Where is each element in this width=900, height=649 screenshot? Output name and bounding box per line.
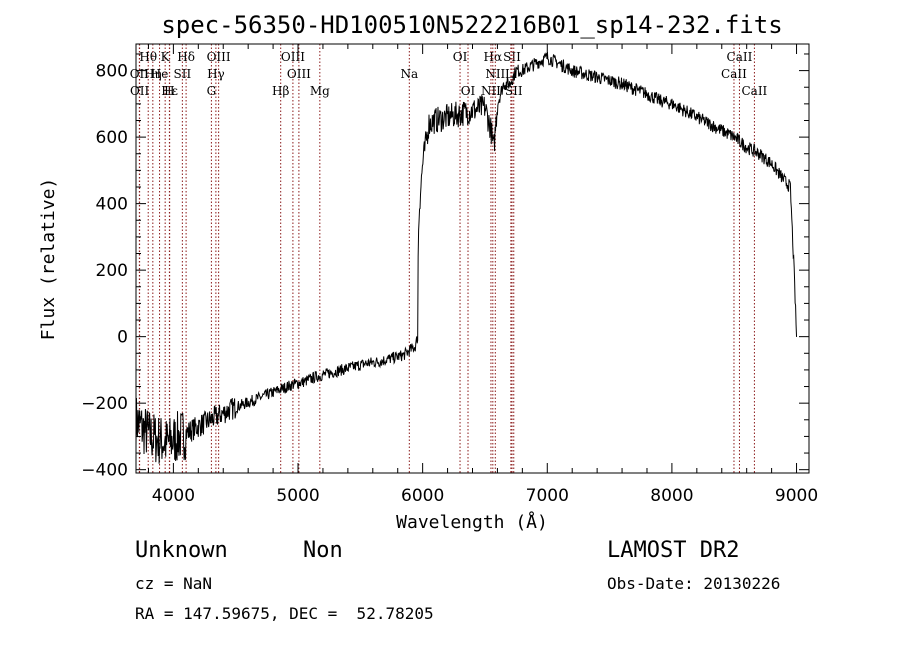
object-type: Unknown — [135, 538, 228, 563]
x-axis: 4000 5000 6000 7000 8000 9000 — [147, 44, 818, 506]
y-tick-label: 0 — [117, 328, 128, 348]
x-tick-label: 9000 — [775, 486, 818, 506]
survey-name: LAMOST DR2 — [607, 538, 740, 563]
y-axis: −400 −200 0 200 400 600 800 — [81, 53, 809, 481]
spectral-line-label: G — [207, 84, 217, 98]
spectral-line-label: OII — [130, 84, 150, 98]
spectral-line-label: K — [161, 50, 171, 64]
spectral-line-label: CaII — [721, 67, 747, 81]
spectral-line-label: Li — [505, 67, 517, 81]
spectral-line-label: H — [164, 84, 174, 98]
y-tick-label: −200 — [81, 394, 128, 414]
x-axis-label: Wavelength (Å) — [396, 511, 548, 533]
y-tick-label: 600 — [96, 128, 128, 148]
y-axis-label: Flux (relative) — [38, 178, 59, 341]
coordinates: RA = 147.59675, DEC = 52.78205 — [135, 604, 434, 623]
spectral-line-label: Mg — [310, 84, 330, 98]
spectral-line-label: OIII — [207, 50, 231, 64]
redshift-cz: cz = NaN — [135, 574, 213, 593]
spectral-line-label: SII — [174, 67, 192, 81]
y-tick-label: −400 — [81, 461, 128, 481]
subclass: Non — [303, 538, 343, 563]
spectral-line-label: He — [151, 67, 169, 81]
spectral-line-label: Hθ — [139, 50, 157, 64]
spectral-line-label: Hβ — [272, 84, 289, 98]
y-tick-label: 200 — [96, 261, 128, 281]
y-tick-label: 400 — [96, 195, 128, 215]
x-tick-label: 4000 — [152, 486, 195, 506]
spectral-line-label: OI — [453, 50, 468, 64]
spectrum-series — [135, 51, 798, 464]
chart-title: spec-56350-HD100510N522216B01_sp14-232.f… — [161, 11, 782, 39]
observation-date: Obs-Date: 20130226 — [607, 574, 781, 593]
spectral-line-label: OIII — [281, 50, 305, 64]
y-tick-label: 800 — [96, 62, 128, 82]
spectral-line-label: NII — [481, 84, 501, 98]
spectral-line-label: Hη — [144, 67, 162, 81]
spectral-line-label: NII — [485, 67, 505, 81]
spectral-line-label: Na — [400, 67, 418, 81]
x-tick-label: 8000 — [650, 486, 693, 506]
x-tick-label: 7000 — [526, 486, 569, 506]
spectrum-line — [135, 51, 798, 464]
spectral-line-label: CaII — [741, 84, 767, 98]
spectral-line-label: OIII — [287, 67, 311, 81]
x-tick-label: 5000 — [276, 486, 319, 506]
spectral-line-label: Hα — [484, 50, 503, 64]
spectral-line-label: OI — [461, 84, 476, 98]
spectral-line-label: Hγ — [207, 67, 225, 81]
spectral-line-label: SII — [503, 50, 521, 64]
x-tick-label: 6000 — [401, 486, 444, 506]
spectral-line-label: Hδ — [177, 50, 195, 64]
spectral-line-label: CaII — [727, 50, 753, 64]
spectral-line-label: SII — [505, 84, 523, 98]
